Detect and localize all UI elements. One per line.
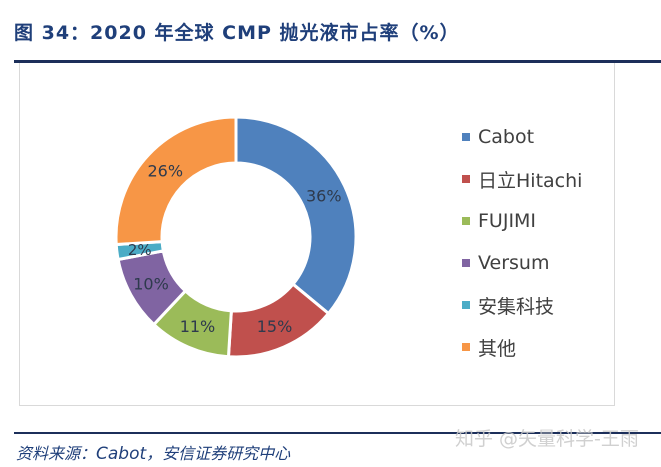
bottom-divider <box>14 432 661 434</box>
donut-data-labels: 36% 15% 11% 10% 2% 26% <box>128 162 342 336</box>
donut-data-label: 2% <box>128 241 152 259</box>
legend-label: Versum <box>478 252 550 274</box>
legend-swatch <box>462 175 470 183</box>
legend-label: 安集科技 <box>478 295 555 318</box>
source-suffix: ，安信证券研究中心 <box>146 444 291 463</box>
source-prefix: 资料来源： <box>16 444 97 463</box>
legend-item-others: 其他 <box>462 326 582 368</box>
donut-data-label: 11% <box>180 317 216 336</box>
legend-swatch <box>462 343 470 351</box>
legend-item-anji: 安集科技 <box>462 284 582 326</box>
legend-item-versum: Versum <box>462 242 582 284</box>
legend-item-cabot: Cabot <box>462 116 582 158</box>
legend-swatch <box>462 301 470 309</box>
donut-slice-5 <box>114 115 238 247</box>
legend-label: FUJIMI <box>478 210 537 232</box>
legend-swatch <box>462 217 470 225</box>
figure-title: 图 34：2020 年全球 CMP 抛光液市占率（%） <box>14 22 460 44</box>
donut-data-label: 36% <box>306 187 342 206</box>
legend-item-fujimi: FUJIMI <box>462 200 582 242</box>
chart-area <box>19 63 615 406</box>
legend-label: 其他 <box>478 337 517 360</box>
source-brand: Cabot <box>96 444 147 464</box>
legend-swatch <box>462 133 470 141</box>
source-note: 资料来源：Cabot，安信证券研究中心 <box>16 440 290 464</box>
top-divider <box>14 60 661 63</box>
donut-data-label: 15% <box>257 317 293 336</box>
chart-legend: Cabot 日立Hitachi FUJIMI Versum 安集科技 其他 <box>462 116 582 368</box>
legend-label: 日立Hitachi <box>478 169 583 192</box>
donut-data-label: 26% <box>148 162 184 181</box>
donut-slice-0 <box>234 115 358 316</box>
donut-slices <box>114 115 358 359</box>
legend-item-hitachi: 日立Hitachi <box>462 158 582 200</box>
watermark: 知乎 @矢量科学-王雨 <box>455 428 639 450</box>
legend-swatch <box>462 259 470 267</box>
donut-data-label: 10% <box>133 275 169 294</box>
legend-label: Cabot <box>478 126 535 148</box>
